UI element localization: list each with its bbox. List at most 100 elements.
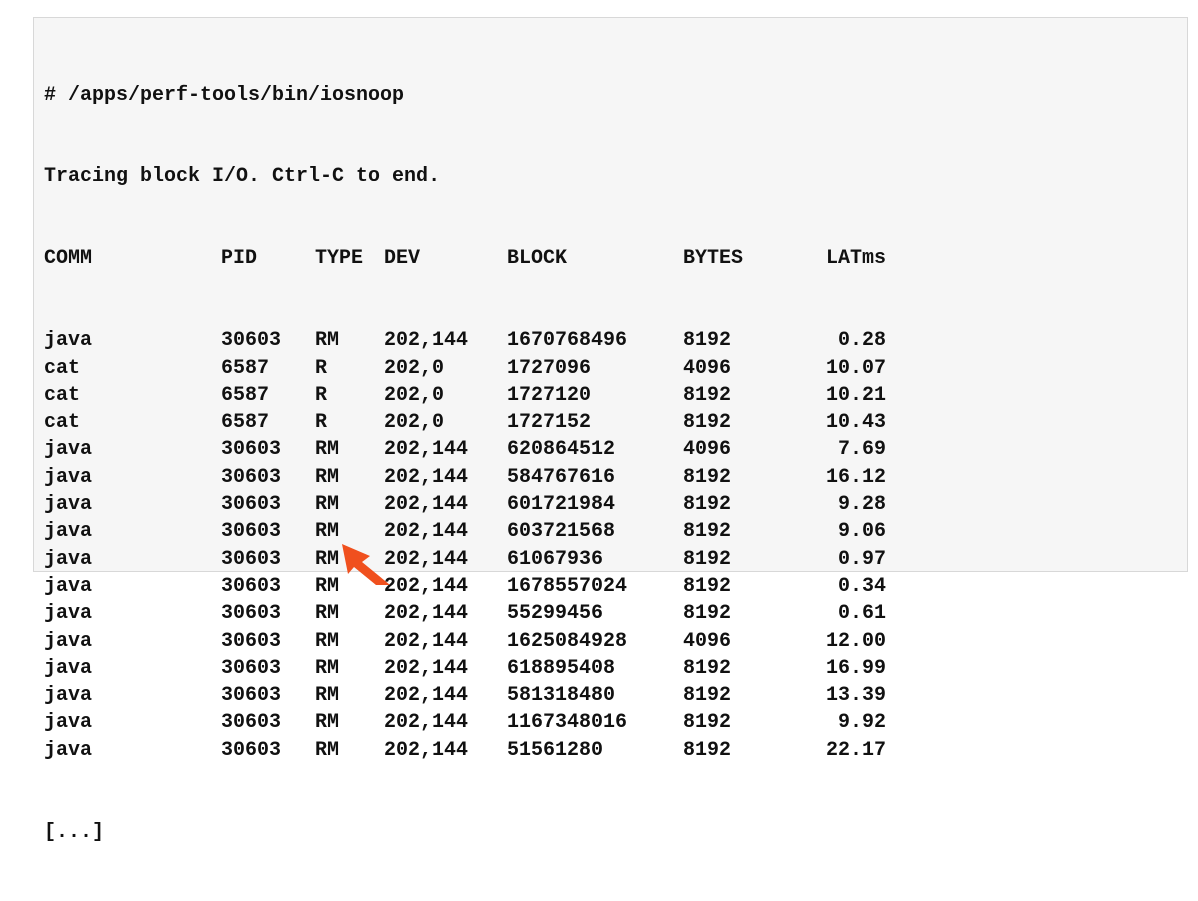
table-row: java 30603 RM 202,144 620864512 4096 7.69: [44, 436, 886, 463]
cell-dev: 202,0: [384, 411, 445, 435]
cell-dev: 202,144: [384, 547, 469, 571]
cell-type: RM: [315, 493, 340, 517]
cell-pid: 6587: [221, 411, 270, 435]
cell-comm: java: [44, 329, 93, 353]
cell-type: RM: [315, 629, 340, 653]
header-comm: COMM: [44, 247, 93, 271]
cell-type: RM: [315, 738, 340, 762]
cell-block: 55299456: [507, 602, 604, 626]
cell-dev: 202,144: [384, 329, 469, 353]
cell-latms: 22.17: [825, 738, 886, 762]
cell-comm: java: [44, 493, 93, 517]
cell-block: 1678557024: [507, 574, 628, 598]
cell-block: 1670768496: [507, 329, 628, 353]
cell-bytes: 8192: [683, 574, 732, 598]
table-row: java 30603 RM 202,144 1670768496 8192 0.28: [44, 327, 886, 354]
cell-bytes: 8192: [683, 520, 732, 544]
cell-block: 618895408: [507, 656, 616, 680]
cell-comm: java: [44, 684, 93, 708]
table-row: java 30603 RM 202,144 603721568 8192 9.06: [44, 518, 886, 545]
cell-bytes: 8192: [683, 411, 732, 435]
table-row: java 30603 RM 202,144 601721984 8192 9.28: [44, 491, 886, 518]
cell-type: R: [315, 356, 328, 380]
cell-bytes: 8192: [683, 684, 732, 708]
cell-dev: 202,0: [384, 383, 445, 407]
cell-block: 51561280: [507, 738, 604, 762]
cell-bytes: 4096: [683, 629, 732, 653]
cell-comm: java: [44, 738, 93, 762]
cell-latms: 9.92: [837, 711, 886, 735]
cell-pid: 30603: [221, 520, 282, 544]
cell-type: RM: [315, 438, 340, 462]
terminal-output-panel: # /apps/perf-tools/bin/iosnoop Tracing b…: [33, 17, 1188, 844]
cell-pid: 30603: [221, 438, 282, 462]
cell-comm: java: [44, 547, 93, 571]
cell-bytes: 8192: [683, 383, 732, 407]
cell-block: 581318480: [507, 684, 616, 708]
cell-latms: 9.28: [837, 493, 886, 517]
cell-comm: java: [44, 520, 93, 544]
cell-pid: 30603: [221, 684, 282, 708]
cell-latms: 16.12: [825, 465, 886, 489]
cell-pid: 30603: [221, 711, 282, 735]
table-row: java 30603 RM 202,144 618895408 8192 16.99: [44, 655, 886, 682]
table-row: java 30603 RM 202,144 581318480 8192 13.39: [44, 682, 886, 709]
cell-block: 1727120: [507, 383, 592, 407]
cell-comm: java: [44, 629, 93, 653]
cell-type: RM: [315, 711, 340, 735]
cell-type: RM: [315, 602, 340, 626]
cell-dev: 202,144: [384, 684, 469, 708]
cell-dev: 202,144: [384, 493, 469, 517]
header-block: BLOCK: [507, 247, 568, 271]
cell-comm: java: [44, 465, 93, 489]
cell-bytes: 8192: [683, 738, 732, 762]
cell-type: RM: [315, 684, 340, 708]
cell-pid: 30603: [221, 574, 282, 598]
cell-type: RM: [315, 465, 340, 489]
cell-latms: 10.43: [825, 411, 886, 435]
cell-block: 603721568: [507, 520, 616, 544]
cell-dev: 202,144: [384, 711, 469, 735]
cell-comm: java: [44, 602, 93, 626]
cell-comm: java: [44, 438, 93, 462]
cell-pid: 6587: [221, 356, 270, 380]
cell-type: R: [315, 383, 328, 407]
cell-latms: 10.07: [825, 356, 886, 380]
cell-bytes: 8192: [683, 711, 732, 735]
table-row: cat 6587 R 202,0 1727096 4096 10.07: [44, 355, 886, 382]
cell-pid: 30603: [221, 629, 282, 653]
cell-block: 584767616: [507, 465, 616, 489]
cell-comm: java: [44, 711, 93, 735]
cell-pid: 30603: [221, 329, 282, 353]
header-pid: PID: [221, 247, 258, 271]
cell-latms: 0.97: [837, 547, 886, 571]
cell-pid: 30603: [221, 547, 282, 571]
cell-block: 1727096: [507, 356, 592, 380]
cell-type: RM: [315, 656, 340, 680]
cell-pid: 30603: [221, 656, 282, 680]
cell-dev: 202,144: [384, 629, 469, 653]
cell-dev: 202,144: [384, 520, 469, 544]
header-bytes: BYTES: [683, 247, 744, 271]
arrow-icon: [342, 544, 390, 585]
table-header-row: COMM PID TYPE DEV BLOCK BYTES LATms: [44, 245, 886, 272]
header-type: TYPE: [315, 247, 364, 271]
cell-bytes: 4096: [683, 438, 732, 462]
cell-latms: 0.61: [837, 602, 886, 626]
cell-bytes: 4096: [683, 356, 732, 380]
cell-pid: 30603: [221, 602, 282, 626]
table-row: cat 6587 R 202,0 1727152 8192 10.43: [44, 409, 886, 436]
cell-bytes: 8192: [683, 602, 732, 626]
cell-bytes: 8192: [683, 547, 732, 571]
cell-block: 620864512: [507, 438, 616, 462]
table-row: java 30603 RM 202,144 1167348016 8192 9.92: [44, 709, 886, 736]
terminal-text: # /apps/perf-tools/bin/iosnoop Tracing b…: [44, 27, 886, 901]
cell-dev: 202,144: [384, 656, 469, 680]
cell-block: 1167348016: [507, 711, 628, 735]
table-row: cat 6587 R 202,0 1727120 8192 10.21: [44, 382, 886, 409]
cell-dev: 202,144: [384, 574, 469, 598]
cell-bytes: 8192: [683, 656, 732, 680]
cell-type: RM: [315, 329, 340, 353]
cell-bytes: 8192: [683, 465, 732, 489]
cell-block: 1625084928: [507, 629, 628, 653]
